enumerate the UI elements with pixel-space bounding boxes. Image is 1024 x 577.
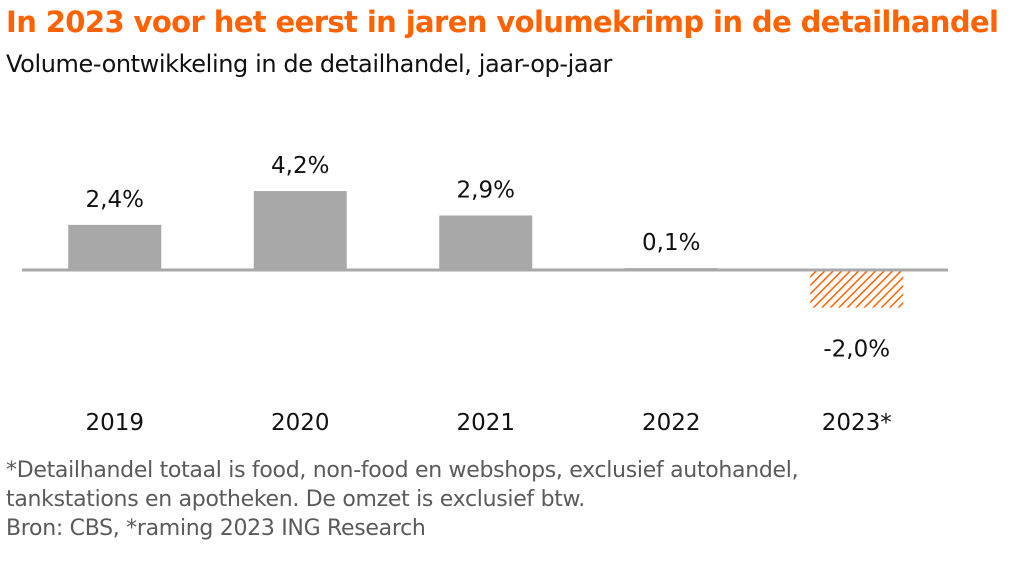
category-label: 2022 bbox=[642, 410, 701, 436]
category-label: 2019 bbox=[85, 410, 144, 436]
chart-subtitle: Volume-ontwikkeling in de detailhandel, … bbox=[6, 50, 612, 78]
value-label: -2,0% bbox=[823, 337, 890, 363]
footnote-line: *Detailhandel totaal is food, non-food e… bbox=[6, 458, 799, 483]
footnote-source: Bron: CBS, *raming 2023 ING Research bbox=[6, 516, 426, 541]
bar-2021 bbox=[439, 215, 533, 270]
labels-group: 2,4% 2019 4,2% 2020 2,9% 2021 0,1% 2022 -2,0% 202… bbox=[85, 153, 891, 436]
category-label: 2020 bbox=[271, 410, 330, 436]
category-label: 2021 bbox=[456, 410, 515, 436]
category-label: 2023* bbox=[822, 410, 892, 436]
chart-title: In 2023 voor het eerst in jaren volumekr… bbox=[6, 5, 999, 39]
bar-2019 bbox=[68, 224, 162, 270]
bar-2020 bbox=[253, 191, 347, 270]
bars-group bbox=[68, 191, 904, 308]
bar-2023 bbox=[810, 270, 904, 308]
value-label: 2,4% bbox=[86, 187, 144, 213]
footnote-line: tankstations en apotheken. De omzet is e… bbox=[6, 487, 585, 512]
value-label: 4,2% bbox=[271, 153, 329, 179]
value-label: 2,9% bbox=[457, 177, 515, 203]
value-label: 0,1% bbox=[642, 230, 700, 256]
footnote: *Detailhandel totaal is food, non-food e… bbox=[6, 456, 799, 543]
